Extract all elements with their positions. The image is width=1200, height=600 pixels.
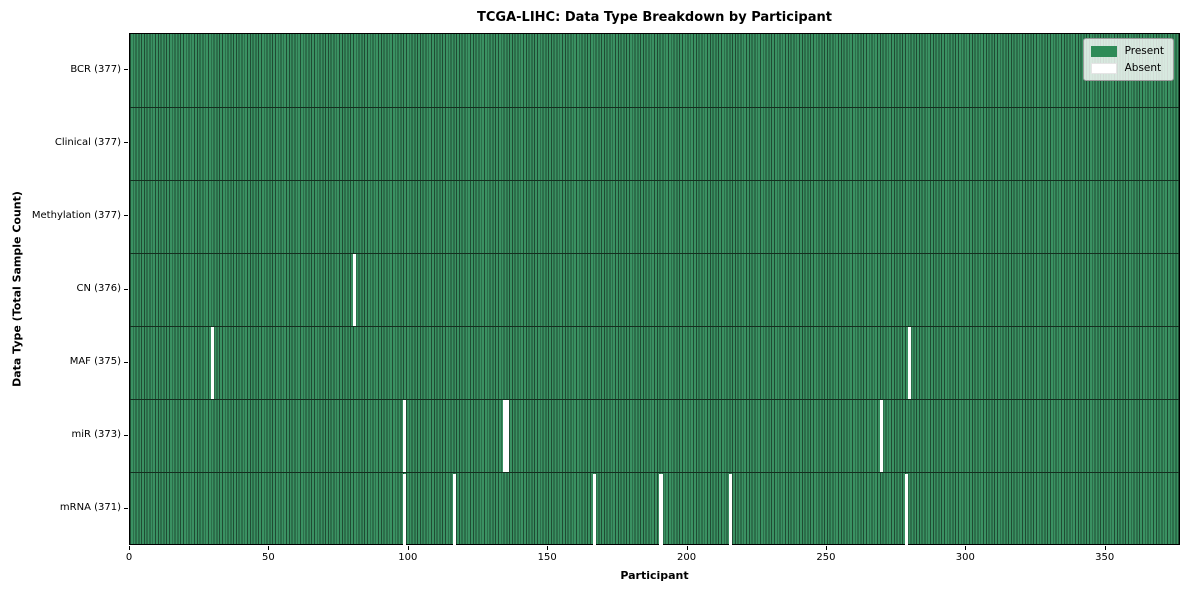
absent-swatch xyxy=(1090,62,1117,74)
x-tick-label-250: 250 xyxy=(816,552,836,563)
absent-cell-miR-134 xyxy=(503,400,507,473)
y-tick-mark xyxy=(124,69,128,71)
x-tick-mark xyxy=(825,546,827,550)
x-tick-label-100: 100 xyxy=(398,552,418,563)
x-tick-label-50: 50 xyxy=(262,552,275,563)
absent-cell-miR-269 xyxy=(879,400,883,473)
x-tick-mark xyxy=(965,546,967,550)
y-tick-label-CN: CN (376) xyxy=(76,283,121,294)
x-axis-label: Participant xyxy=(620,569,689,582)
absent-cell-miR-135 xyxy=(506,400,510,473)
absent-cell-miR-98 xyxy=(403,400,407,473)
x-tick-label-300: 300 xyxy=(955,552,975,563)
row-divider xyxy=(130,399,1179,401)
absent-cell-mRNA-278 xyxy=(904,473,908,546)
absent-cell-CN-80 xyxy=(352,254,356,326)
legend: Present Absent xyxy=(1082,38,1174,81)
x-tick-label-150: 150 xyxy=(537,552,557,563)
x-tick-mark xyxy=(547,546,549,550)
x-tick-mark xyxy=(129,546,130,550)
x-tick-mark xyxy=(407,546,409,550)
x-tick-mark xyxy=(268,546,270,550)
present-swatch xyxy=(1090,45,1117,57)
y-tick-mark xyxy=(124,288,128,290)
y-tick-label-MAF: MAF (375) xyxy=(69,356,121,368)
y-tick-label-Clinical: Clinical (377) xyxy=(54,136,121,148)
y-tick-label-miR: miR (373) xyxy=(71,429,121,441)
x-tick-label-350: 350 xyxy=(1095,552,1115,563)
absent-cell-mRNA-215 xyxy=(729,473,733,546)
row-divider xyxy=(130,472,1179,474)
legend-entry-absent: Absent xyxy=(1090,62,1164,74)
y-tick-mark xyxy=(124,215,128,217)
row-divider xyxy=(130,252,1179,255)
row-divider xyxy=(130,106,1179,108)
y-tick-label-mRNA: mRNA (371) xyxy=(59,502,121,514)
row-divider xyxy=(130,325,1179,328)
chart-title: TCGA-LIHC: Data Type Breakdown by Partic… xyxy=(477,10,832,25)
x-tick-mark xyxy=(1104,546,1106,550)
y-tick-mark xyxy=(124,434,128,436)
y-tick-mark xyxy=(124,507,128,509)
y-tick-label-BCR: BCR (377) xyxy=(70,63,121,75)
absent-cell-mRNA-98 xyxy=(403,473,407,546)
y-tick-mark xyxy=(124,142,128,144)
legend-entry-present: Present xyxy=(1090,45,1164,57)
absent-cell-MAF-279 xyxy=(907,327,911,399)
x-tick-label-200: 200 xyxy=(677,552,697,563)
legend-label-present: Present xyxy=(1124,45,1164,57)
absent-cell-MAF-29 xyxy=(210,327,214,399)
absent-cell-mRNA-190 xyxy=(659,473,663,546)
legend-label-absent: Absent xyxy=(1124,62,1162,74)
x-tick-label-0: 0 xyxy=(125,552,133,563)
row-divider xyxy=(130,179,1179,181)
x-tick-mark xyxy=(686,546,688,550)
plot-area: Present Absent xyxy=(129,33,1180,546)
y-tick-mark xyxy=(124,361,128,363)
absent-cell-mRNA-116 xyxy=(453,473,457,546)
absent-cell-mRNA-166 xyxy=(592,473,596,546)
y-tick-label-Methylation: Methylation (377) xyxy=(31,209,121,221)
